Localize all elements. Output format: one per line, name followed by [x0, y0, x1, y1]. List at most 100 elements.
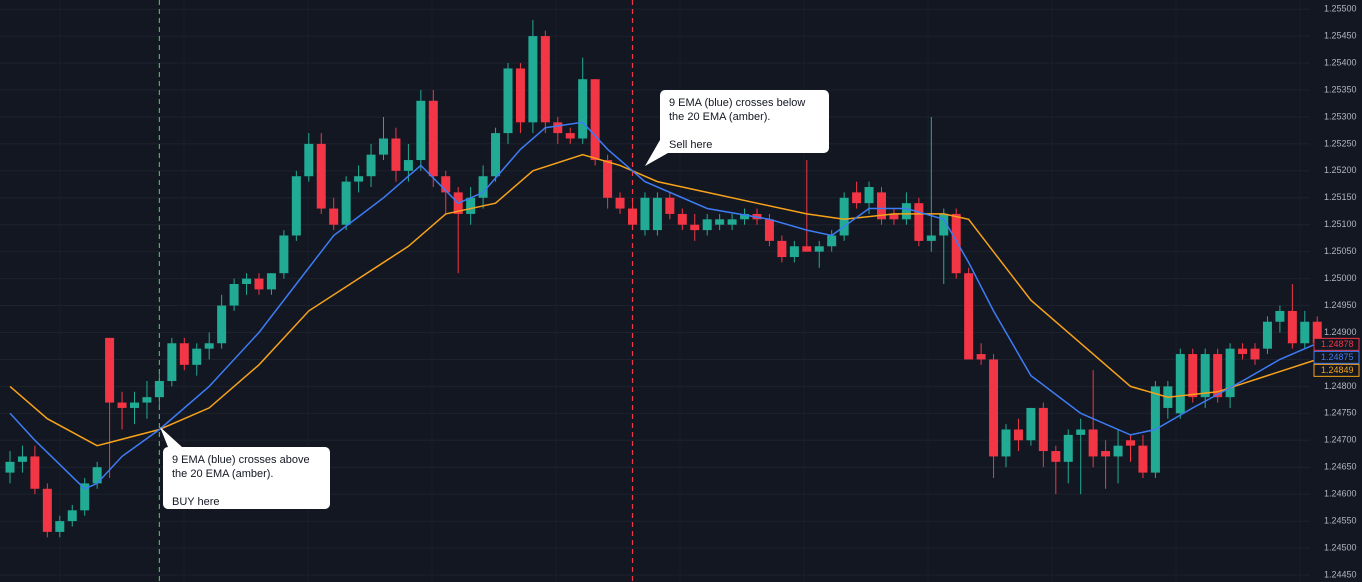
- y-tick-label: 1.25150: [1324, 192, 1357, 202]
- price-tag: [1313, 363, 1360, 377]
- candle-body: [242, 278, 252, 284]
- candle-body: [839, 197, 849, 236]
- candle-body: [515, 68, 525, 123]
- candle-body: [329, 208, 339, 225]
- candle-body: [889, 213, 899, 220]
- y-tick-label: 1.25200: [1324, 165, 1357, 175]
- candle-body: [304, 143, 314, 177]
- candle-body: [1225, 348, 1235, 398]
- candle-body: [428, 100, 438, 177]
- candle-body: [1312, 321, 1322, 344]
- candle-body: [727, 219, 737, 225]
- candle-body: [964, 273, 974, 360]
- candle-body: [478, 176, 488, 198]
- candle-body: [802, 246, 812, 252]
- candle-body: [877, 192, 886, 220]
- y-tick-label: 1.24900: [1324, 327, 1357, 337]
- candle-body: [1250, 348, 1260, 360]
- candle-body: [366, 154, 376, 177]
- candle-body: [42, 488, 52, 532]
- callout-text: 9 EMA (blue) crosses above: [172, 454, 310, 466]
- candle-body: [1262, 321, 1272, 349]
- candle-body: [154, 380, 164, 398]
- candle-body: [976, 354, 986, 360]
- candle-body: [740, 213, 750, 220]
- candle-body: [204, 343, 214, 349]
- candle-body: [466, 197, 476, 214]
- candle-body: [1287, 310, 1297, 344]
- y-tick-label: 1.24600: [1324, 489, 1357, 499]
- candle-body: [989, 359, 999, 457]
- y-tick-label: 1.25300: [1324, 111, 1357, 121]
- candle-body: [80, 483, 90, 511]
- candle-body: [603, 160, 613, 198]
- candle-body: [1001, 429, 1011, 457]
- candle-body: [92, 467, 102, 484]
- candle-body: [105, 337, 115, 403]
- y-tick-label: 1.24650: [1324, 462, 1357, 472]
- candle-body: [1013, 429, 1023, 441]
- candle-body: [341, 181, 351, 225]
- y-tick-label: 1.25250: [1324, 138, 1357, 148]
- candle-body: [217, 305, 227, 344]
- candle-body: [391, 138, 401, 171]
- y-tick-label: 1.24550: [1324, 515, 1357, 525]
- candle-body: [1101, 451, 1111, 457]
- candle-body: [702, 219, 712, 231]
- candle-body: [789, 246, 799, 258]
- candle-body: [55, 521, 65, 532]
- candle-body: [5, 461, 15, 473]
- y-tick-label: 1.25400: [1324, 57, 1357, 67]
- candle-body: [1275, 310, 1285, 322]
- candle-body: [1138, 445, 1148, 473]
- y-tick-label: 1.24800: [1324, 381, 1357, 391]
- candle-body: [590, 79, 600, 161]
- candle-body: [67, 510, 77, 522]
- candle-body: [926, 235, 936, 241]
- y-tick-label: 1.24500: [1324, 542, 1357, 552]
- y-tick-label: 1.25000: [1324, 273, 1357, 283]
- candle-body: [852, 192, 862, 204]
- candle-body: [951, 213, 961, 274]
- candle-body: [266, 273, 276, 290]
- candle-body: [864, 186, 874, 204]
- candle-body: [254, 278, 264, 290]
- candle-body: [1063, 434, 1073, 462]
- y-tick-label: 1.25500: [1324, 4, 1357, 14]
- price-tag: [1313, 337, 1360, 351]
- candle-body: [1238, 348, 1248, 355]
- price-tag: [1313, 350, 1360, 364]
- candle-body: [914, 203, 924, 241]
- candle-body: [565, 133, 575, 139]
- y-tick-label: 1.24450: [1324, 569, 1357, 579]
- candle-body: [491, 133, 501, 177]
- candle-body: [179, 343, 189, 365]
- y-tick-label: 1.25350: [1324, 84, 1357, 94]
- candle-body: [416, 100, 426, 161]
- callout-text: BUY here: [172, 496, 220, 508]
- candle-body: [316, 143, 326, 209]
- candle-body: [814, 246, 824, 252]
- candle-body: [827, 235, 837, 247]
- candle-body: [1113, 445, 1123, 457]
- y-tick-label: 1.24750: [1324, 408, 1357, 418]
- candle-body: [640, 197, 650, 231]
- candle-body: [939, 213, 949, 236]
- y-tick-label: 1.25100: [1324, 219, 1357, 229]
- callout-box: [163, 447, 330, 509]
- candle-body: [677, 213, 687, 225]
- candle-body: [1200, 354, 1210, 398]
- callout-text: the 20 EMA (amber).: [669, 111, 771, 123]
- callout-text: Sell here: [669, 139, 712, 151]
- ema-line: [9, 153, 1318, 447]
- candle-body: [1088, 429, 1098, 457]
- callout-text: the 20 EMA (amber).: [172, 468, 274, 480]
- candle-body: [403, 160, 413, 171]
- callout-pointer: [645, 140, 668, 166]
- candle-body: [192, 348, 202, 365]
- ema-line: [9, 121, 1318, 490]
- candle-body: [1026, 407, 1036, 441]
- candle-body: [1188, 354, 1198, 398]
- y-tick-label: 1.24950: [1324, 300, 1357, 310]
